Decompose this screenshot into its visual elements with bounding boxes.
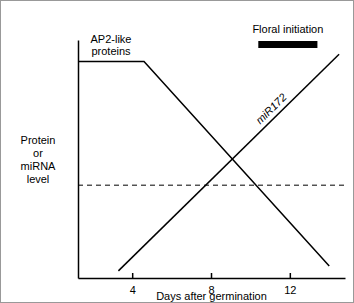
annotation-bar — [258, 41, 317, 48]
y-axis-title: ProteinormiRNAlevel — [21, 134, 57, 185]
chart: 4812AP2-likeproteinsmiR172Days after ger… — [0, 0, 354, 303]
x-axis-title: Days after germination — [156, 290, 267, 302]
series-label-line: proteins — [91, 45, 131, 57]
series-line — [78, 61, 329, 266]
series-label-line: AP2-like — [91, 33, 132, 45]
x-tick-mark — [132, 273, 134, 278]
y-axis-title-line: miRNA — [21, 160, 56, 172]
x-tick-mark — [290, 273, 292, 278]
frame — [1, 1, 354, 303]
y-axis — [78, 41, 79, 279]
series-label: miR172 — [253, 91, 288, 126]
series-line — [118, 54, 339, 271]
y-axis-title-line: level — [27, 173, 50, 185]
annotation-text: Floral initiation — [252, 23, 323, 35]
x-tick-mark — [211, 273, 213, 278]
series-label: AP2-likeproteins — [91, 33, 132, 57]
x-tick: 12 — [284, 273, 296, 296]
x-tick: 4 — [130, 273, 136, 296]
plot: 4812AP2-likeproteinsmiR172 — [78, 33, 346, 295]
threshold-line — [78, 185, 345, 186]
y-axis-line — [78, 41, 80, 279]
x-tick-label: 4 — [130, 284, 136, 296]
data-marks — [78, 54, 345, 271]
y-axis-title-line: Protein — [21, 134, 56, 146]
y-axis-title-line: or — [33, 147, 43, 159]
x-tick-label: 12 — [284, 284, 296, 296]
